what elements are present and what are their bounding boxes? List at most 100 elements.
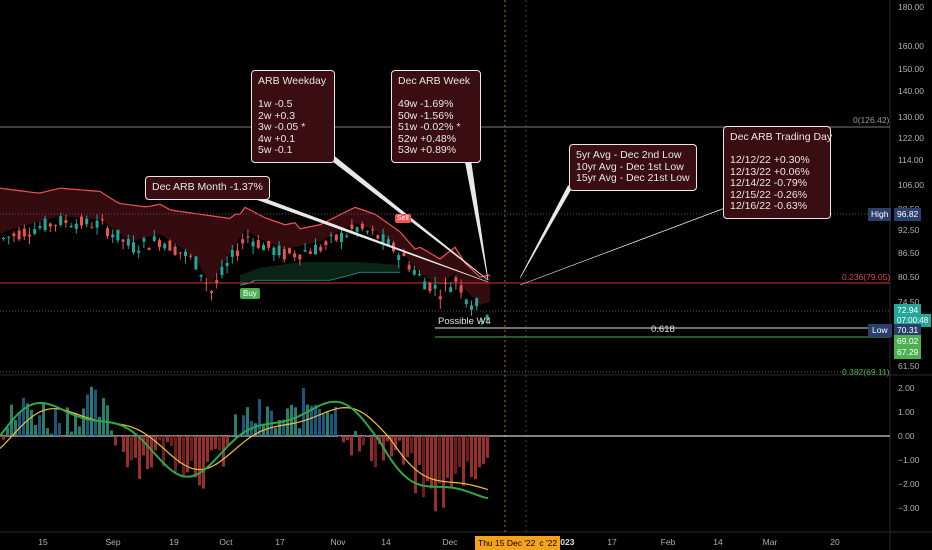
callout-weekday-line: 5w -0.1 [258,144,293,156]
candle [345,235,349,237]
histogram-bar [198,436,201,486]
histogram-bar [114,436,117,446]
callout-lows-line: 10yr Avg - Dec 1st Low [576,160,684,173]
y-tick-label: 114.00 [898,155,924,165]
callout-month-title: Dec ARB Month -1.37% [152,181,263,193]
histogram-bar [370,436,373,462]
candle [225,262,229,267]
y-tick-label: 140.00 [898,86,924,96]
y-tick-label: 74.50 [898,297,920,307]
x-tick-label: 2023 [556,537,575,547]
x-tick-label: 14 [713,537,723,547]
callout-lows: 5yr Avg - Dec 2nd Low 10yr Avg - Dec 1st… [569,144,697,191]
histogram-bar [278,420,281,436]
y-tick-label: 122.00 [898,133,924,143]
candle [74,223,78,229]
candle [132,242,135,253]
candle [184,251,187,257]
candle [308,251,312,254]
histogram-bar [394,436,397,451]
osc-y-tick-label: −1.00 [898,455,920,465]
histogram-bar [390,436,393,457]
candle [7,236,11,238]
histogram-bar [246,407,249,436]
candle [407,264,411,270]
callout-trading-day-line: 12/16/22 -0.63% [730,200,808,212]
candle [267,241,271,248]
candle [428,282,432,292]
candle [12,233,16,237]
candle [38,226,42,229]
histogram-bar [158,436,161,441]
y-tick-label: 86.50 [898,248,920,258]
histogram-bar [94,389,97,436]
green-cloud-fill [240,262,400,285]
callout-trading-day-line: 12/13/22 +0.06% [730,165,810,178]
candle [256,240,260,248]
crosshair-date-tag: Thu 15 Dec '22 c '22 [475,536,561,550]
candle [28,234,31,237]
histogram-bar [206,436,209,462]
candle [444,282,447,285]
candle [100,219,104,221]
x-tick-label: Mar [763,537,778,547]
candle [142,238,146,242]
histogram-bar [154,436,157,451]
histogram-bar [334,406,337,436]
x-tick-label: Sep [105,537,120,547]
y-tick-label: 61.50 [898,361,920,371]
histogram-bar [54,409,57,436]
histogram-bar [130,436,133,461]
histogram-bar [330,414,333,436]
fib-level-0236-label: 0.236(79.05) [842,272,891,282]
histogram-bar [342,436,345,443]
osc-y-tick-label: −2.00 [898,479,920,489]
callout-week: Dec ARB Week 49w -1.69% 50w -1.56% 51w -… [391,70,481,163]
candle [454,277,458,282]
candle [485,315,489,320]
histogram-bar [338,436,341,437]
osc-y-tick-label: 2.00 [898,383,915,393]
x-tick-label: 17 [275,537,285,547]
callout-trading-day-line: 12/14/22 -0.79% [730,177,808,189]
candle [303,250,307,252]
candle [90,227,94,229]
callout-weekday-title: ARB Weekday [258,75,327,87]
crosshair-date-suffix: c '22 [539,538,558,548]
crosshair-date: Thu 15 Dec '22 [478,538,536,548]
histogram-bar [258,399,261,436]
candle [158,240,161,247]
histogram-bar [82,408,85,436]
histogram-bar [346,436,349,440]
histogram-bar [2,436,5,440]
histogram-bar [410,436,413,454]
candle [324,241,328,245]
callout-week-line: 52w +0.48% [398,132,457,145]
candle [220,266,224,276]
candle [33,229,37,234]
buy-marker[interactable]: Buy [240,288,260,299]
histogram-bar [282,419,285,436]
candle [464,299,468,305]
histogram-bar [190,436,193,461]
histogram-bar [122,436,125,453]
candle [137,250,141,253]
candle [236,250,239,257]
callout-week-line: 53w +0.89% [398,144,457,156]
candle [386,239,390,246]
high-price-tag: 96.82 [894,208,922,221]
candle [80,216,83,226]
callout-lows-line: 5yr Avg - Dec 2nd Low [576,149,682,161]
histogram-bar [142,436,145,456]
sell-marker[interactable]: Sell [395,214,411,223]
candle [350,224,354,229]
candle [43,218,47,231]
histogram-bar [458,436,461,468]
candle [121,239,125,242]
candle [64,220,68,224]
histogram-bar [166,436,169,443]
histogram-bar [438,436,441,484]
x-tick-label: Dec [442,537,458,547]
fib-level-0382-label: 0.382(69.11) [842,367,890,377]
histogram-bar [358,436,361,452]
